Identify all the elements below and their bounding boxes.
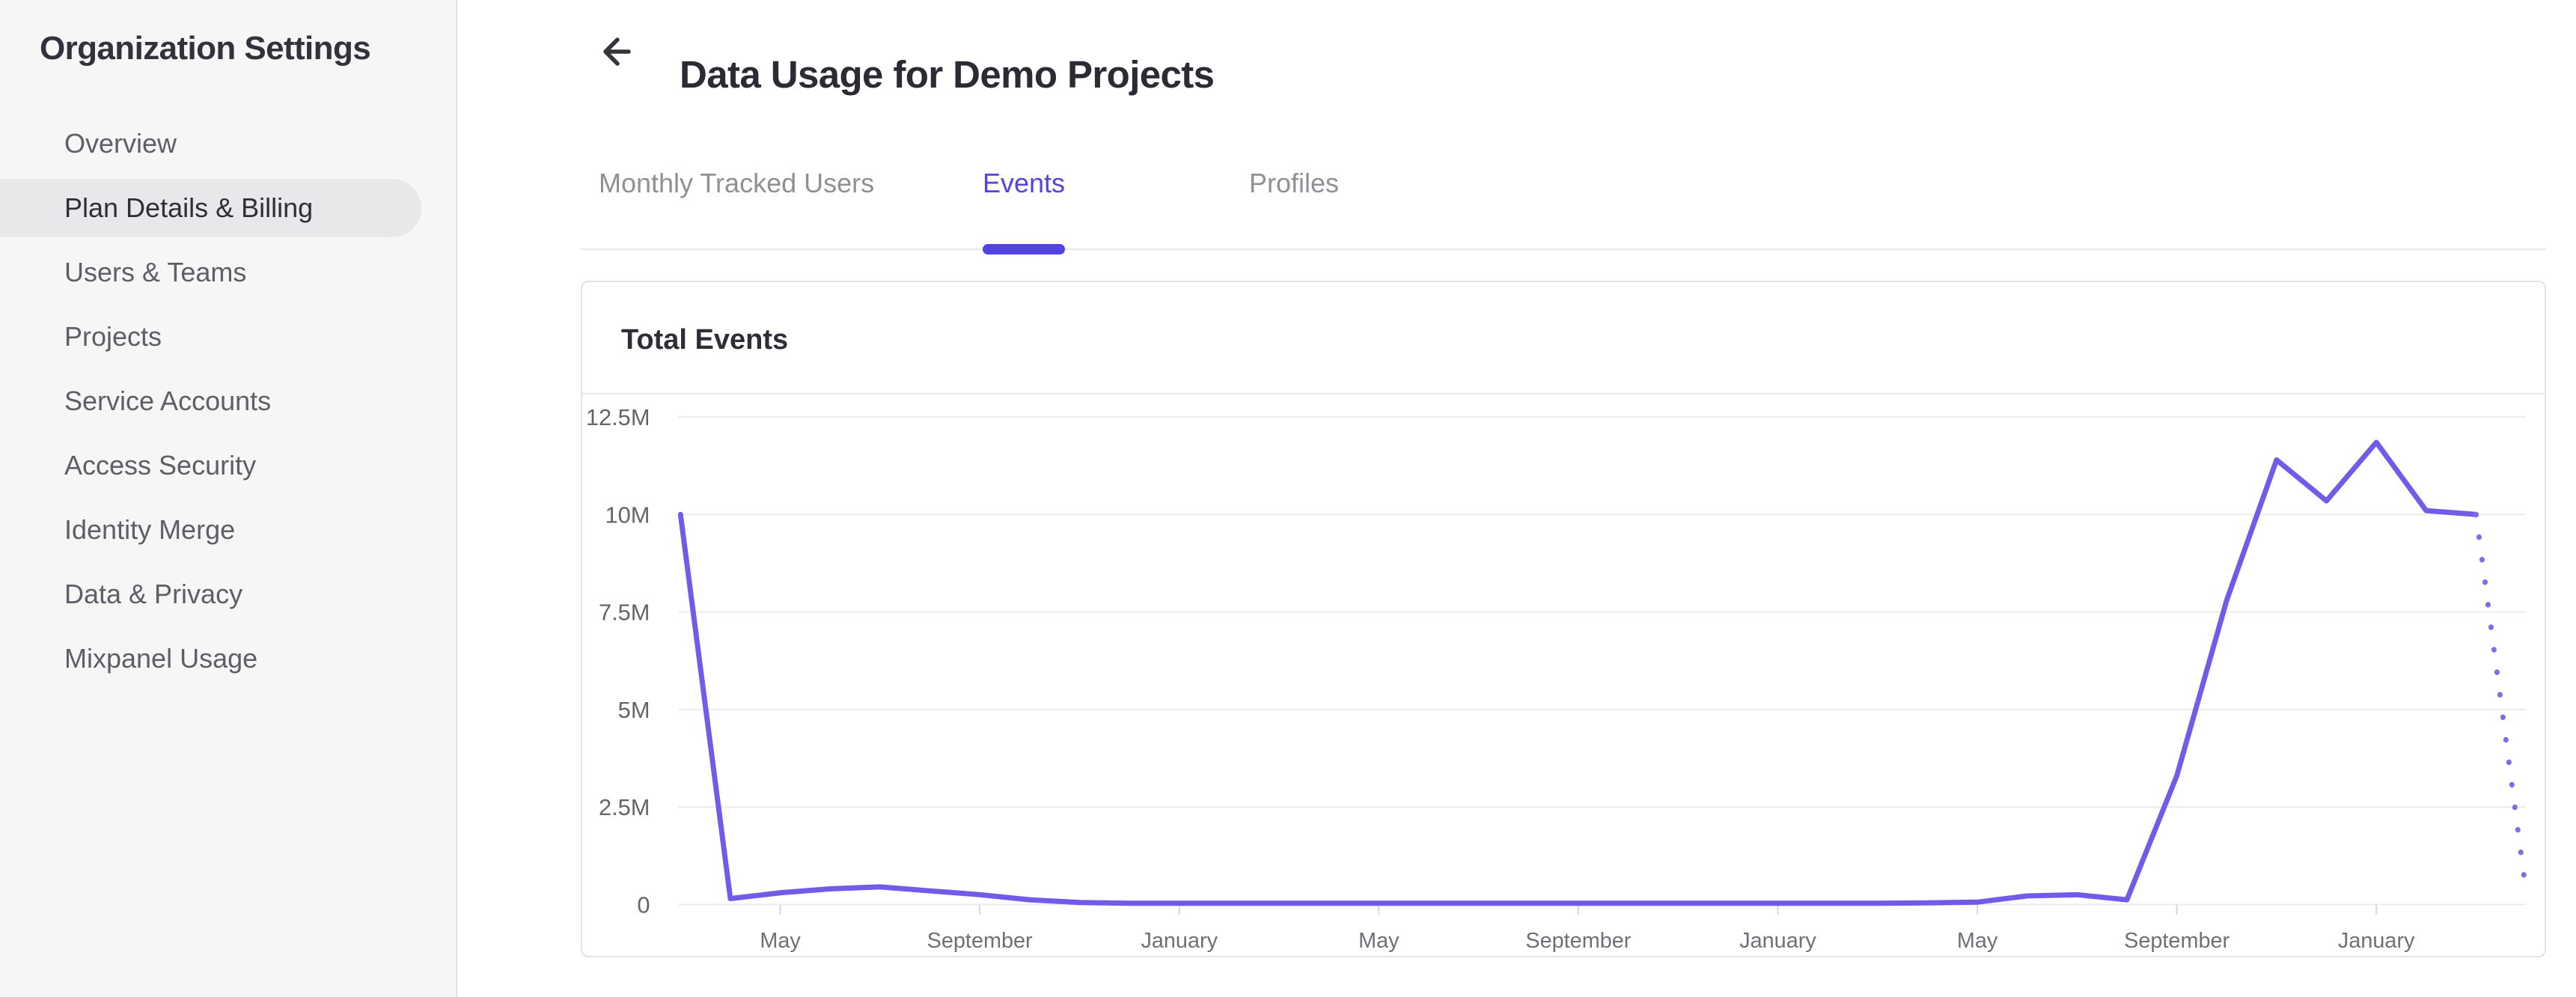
card-title: Total Events bbox=[621, 324, 789, 356]
x-axis-label: September bbox=[2124, 929, 2229, 953]
sidebar-item-label: Plan Details & Billing bbox=[64, 192, 314, 223]
y-axis-label: 10M bbox=[605, 501, 650, 528]
sidebar-item-label: Mixpanel Usage bbox=[64, 643, 258, 674]
sidebar: Organization Settings Overview Plan Detai… bbox=[0, 0, 457, 997]
x-axis-label: January bbox=[2338, 929, 2415, 953]
x-axis-label: January bbox=[1739, 929, 1816, 953]
tab-monthly-tracked-users[interactable]: Monthly Tracked Users bbox=[599, 168, 875, 198]
y-axis-label: 5M bbox=[618, 697, 650, 723]
total-events-projected-line bbox=[2473, 511, 2529, 894]
x-axis-label: September bbox=[927, 929, 1033, 953]
sidebar-item-mixpanel-usage[interactable]: Mixpanel Usage bbox=[0, 626, 457, 691]
left-arrow-icon bbox=[594, 37, 638, 76]
sidebar-item-service-accounts[interactable]: Service Accounts bbox=[0, 369, 457, 433]
y-axis-label: 12.5M bbox=[586, 404, 650, 430]
x-axis-label: January bbox=[1141, 929, 1218, 953]
total-events-card: Total Events 12.5M 10M 7.5M 5M 2.5M 0 May Septe… bbox=[581, 281, 2546, 957]
tab-events[interactable]: Events bbox=[983, 168, 1066, 198]
sidebar-item-users-teams[interactable]: Users & Teams bbox=[0, 240, 457, 305]
y-axis-label: 7.5M bbox=[599, 600, 650, 626]
x-axis-label: May bbox=[760, 929, 801, 953]
sidebar-item-label: Service Accounts bbox=[64, 385, 272, 416]
sidebar-nav: Overview Plan Details & Billing Users & Te… bbox=[0, 112, 457, 691]
sidebar-item-data-privacy[interactable]: Data & Privacy bbox=[0, 562, 457, 626]
total-events-chart: 12.5M 10M 7.5M 5M 2.5M 0 May September January Ma… bbox=[582, 394, 2545, 956]
sidebar-item-label: Access Security bbox=[64, 450, 257, 481]
sidebar-item-label: Projects bbox=[64, 321, 162, 352]
back-button[interactable] bbox=[594, 30, 638, 73]
x-axis-label: September bbox=[1525, 929, 1631, 953]
total-events-line bbox=[677, 439, 2479, 906]
y-axis-label: 0 bbox=[637, 891, 650, 918]
line-chart-svg: 12.5M 10M 7.5M 5M 2.5M 0 May September January Ma… bbox=[586, 404, 2529, 953]
sidebar-item-access-security[interactable]: Access Security bbox=[0, 433, 457, 498]
page-title: Data Usage for Demo Projects bbox=[680, 53, 1215, 97]
sidebar-item-overview[interactable]: Overview bbox=[0, 112, 457, 176]
y-axis-label: 2.5M bbox=[599, 794, 650, 820]
sidebar-item-label: Users & Teams bbox=[64, 257, 247, 287]
tab-profiles[interactable]: Profiles bbox=[1249, 168, 1340, 198]
tab-bar: Monthly Tracked Users Events Profiles bbox=[581, 150, 2546, 254]
sidebar-item-label: Data & Privacy bbox=[64, 579, 243, 609]
sidebar-item-plan-details-billing[interactable]: Plan Details & Billing bbox=[0, 176, 457, 240]
x-axis-label: May bbox=[1957, 929, 1998, 953]
active-tab-underline bbox=[983, 244, 1065, 254]
x-axis-label: May bbox=[1358, 929, 1400, 953]
sidebar-item-label: Overview bbox=[64, 128, 177, 159]
sidebar-item-label: Identity Merge bbox=[64, 514, 236, 545]
sidebar-item-projects[interactable]: Projects bbox=[0, 305, 457, 369]
sidebar-item-identity-merge[interactable]: Identity Merge bbox=[0, 498, 457, 562]
card-divider bbox=[582, 393, 2545, 394]
sidebar-title: Organization Settings bbox=[40, 30, 371, 67]
